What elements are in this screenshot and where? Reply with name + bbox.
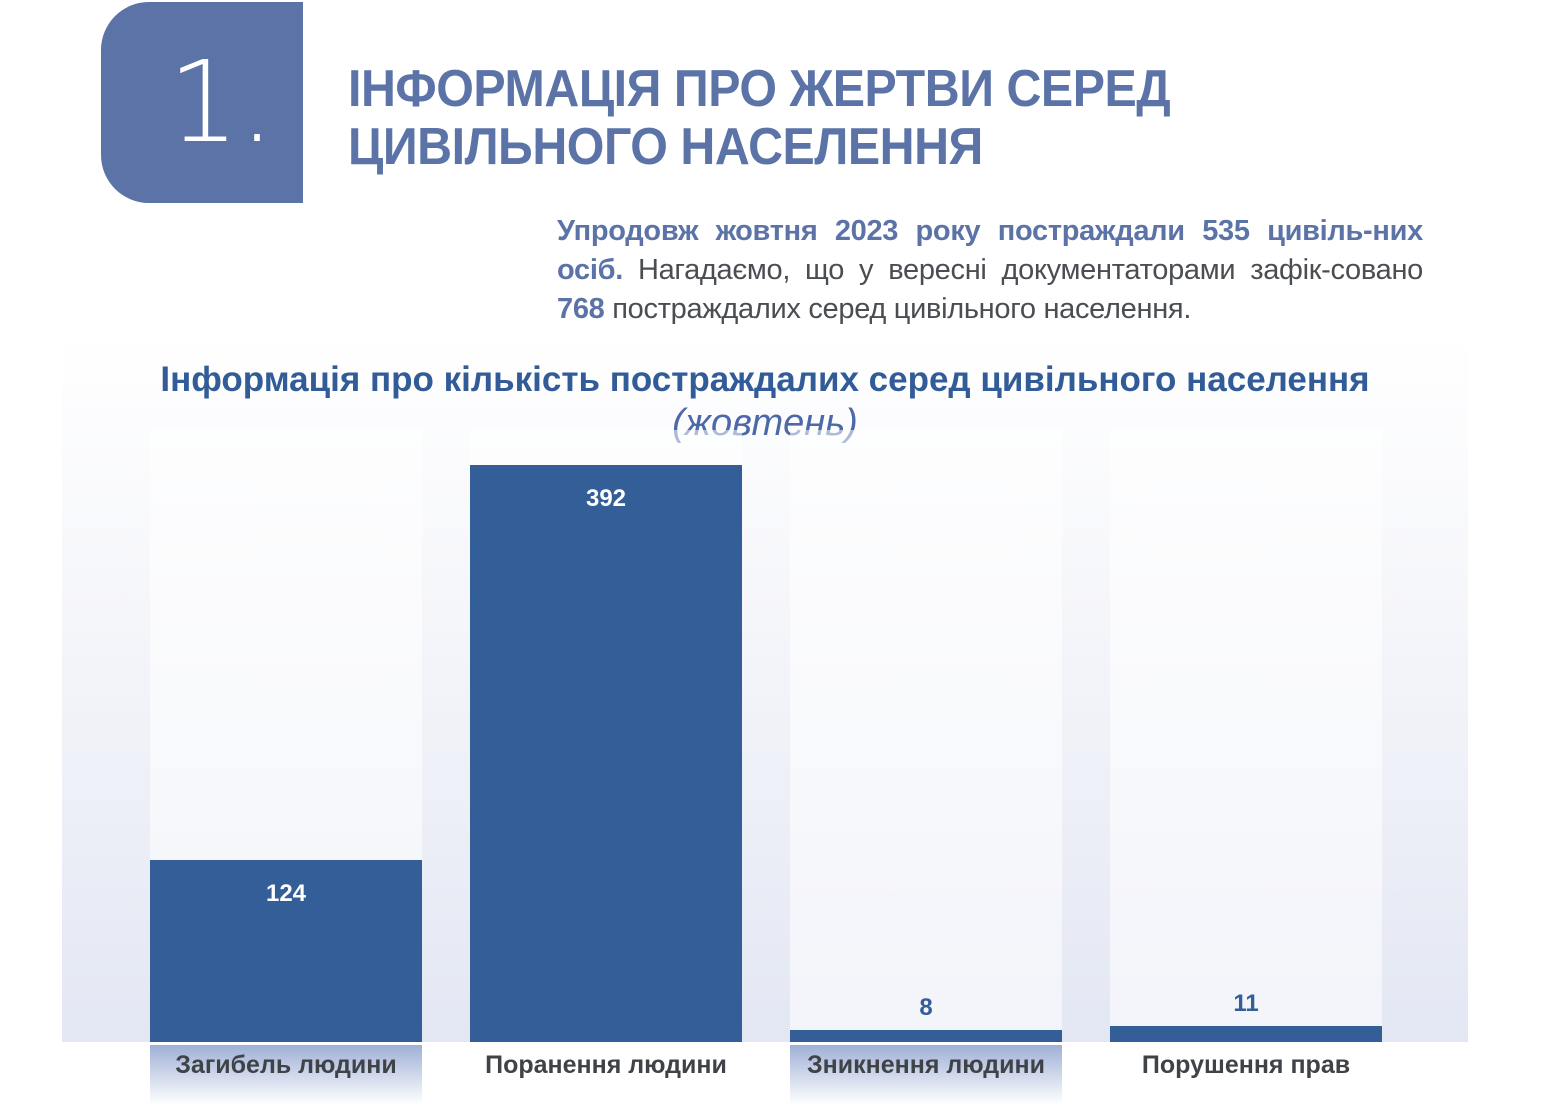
category-label: Порушення прав <box>1141 1051 1351 1079</box>
section-number-box <box>101 2 303 203</box>
title-line-1: ІНФОРМАЦІЯ ПРО ЖЕРТВИ СЕРЕД <box>348 60 1171 118</box>
chart-title: Інформація про кількість постраждалих се… <box>160 360 1370 399</box>
intro-text-end: постраждалих серед цивільного населення. <box>604 293 1192 325</box>
data-label: 11 <box>1233 989 1259 1017</box>
data-label: 392 <box>585 485 627 513</box>
data-label: 124 <box>265 879 307 907</box>
page-title: ІНФОРМАЦІЯ ПРО ЖЕРТВИ СЕРЕД ЦИВІЛЬНОГО НА… <box>348 60 1171 176</box>
section-number: 1. <box>168 38 275 168</box>
bar <box>1110 1025 1382 1042</box>
data-label: 8 <box>919 994 933 1022</box>
category-label: Загибель людини <box>150 1045 422 1105</box>
intro-text: Нагадаємо, що у вересні документаторами … <box>623 254 1423 286</box>
bar <box>150 859 422 1042</box>
category-label: Зникнення людини <box>790 1045 1062 1105</box>
bar <box>790 1030 1062 1042</box>
bar-track <box>790 430 1062 1042</box>
intro-paragraph: Упродовж жовтня 2023 року постраждали 53… <box>557 212 1423 329</box>
intro-number: 768 <box>557 293 605 325</box>
title-line-2: ЦИВІЛЬНОГО НАСЕЛЕННЯ <box>348 118 983 176</box>
bar-track <box>1110 430 1382 1042</box>
intro-bold: Упродовж жовтня 2023 року постраждали 53… <box>557 215 1423 286</box>
category-label: Поранення людини <box>485 1051 727 1079</box>
bar <box>470 465 742 1042</box>
